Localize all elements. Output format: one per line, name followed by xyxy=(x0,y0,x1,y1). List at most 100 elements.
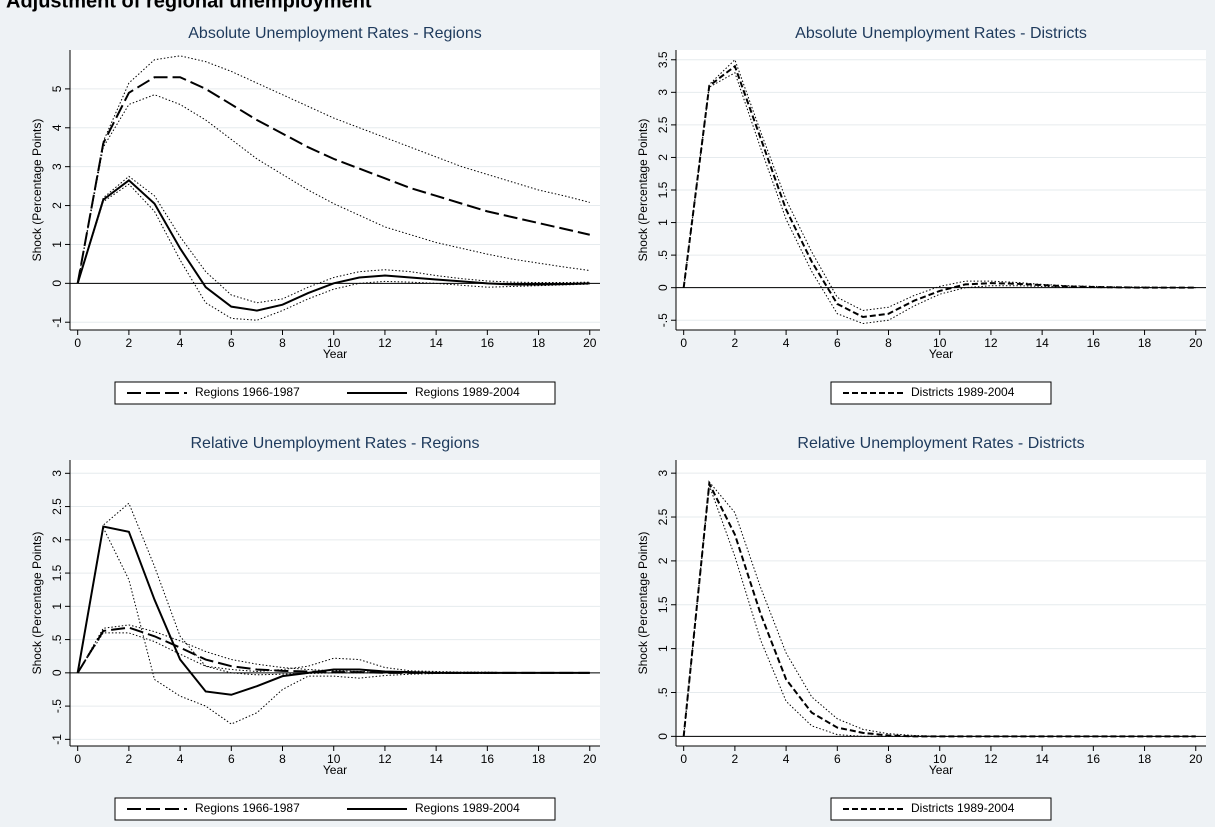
y-tick-label: 0 xyxy=(656,284,670,291)
y-tick-label: 2 xyxy=(656,557,670,564)
confidence-line xyxy=(77,94,590,284)
y-tick-label: 3.5 xyxy=(656,51,670,68)
x-tick-label: 0 xyxy=(680,752,687,766)
y-tick-label: 3 xyxy=(50,163,64,170)
x-tick-label: 12 xyxy=(378,336,392,350)
x-tick-label: 20 xyxy=(1189,336,1203,350)
plot-area xyxy=(70,460,600,746)
y-tick-label: 1.5 xyxy=(656,181,670,198)
x-tick-label: 6 xyxy=(834,752,841,766)
x-tick-label: 14 xyxy=(429,336,443,350)
x-tick-label: 20 xyxy=(1189,752,1203,766)
x-tick-label: 6 xyxy=(228,336,235,350)
x-tick-label: 4 xyxy=(783,336,790,350)
y-tick-label: 3 xyxy=(50,470,64,477)
y-tick-label: 2.5 xyxy=(50,498,64,515)
x-tick-label: 14 xyxy=(1035,752,1049,766)
y-tick-label: 1 xyxy=(656,219,670,226)
y-tick-label: .5 xyxy=(656,687,670,697)
y-axis-label: Shock (Percentage Points) xyxy=(30,532,44,675)
y-tick-label: .5 xyxy=(656,250,670,260)
x-tick-label: 18 xyxy=(1138,752,1152,766)
x-tick-label: 4 xyxy=(783,752,790,766)
y-tick-label: 0 xyxy=(50,669,64,676)
y-tick-label: 1.5 xyxy=(50,564,64,581)
x-tick-label: 14 xyxy=(429,752,443,766)
confidence-line xyxy=(77,632,590,676)
y-tick-label: 2.5 xyxy=(656,508,670,525)
chart-title: Absolute Unemployment Rates - Regions xyxy=(188,25,481,42)
x-tick-label: 20 xyxy=(583,752,597,766)
y-tick-label: 1 xyxy=(50,603,64,610)
x-tick-label: 8 xyxy=(885,336,892,350)
y-tick-label: -.5 xyxy=(50,699,64,713)
y-tick-label: 1 xyxy=(656,645,670,652)
x-tick-label: 14 xyxy=(1035,336,1049,350)
y-tick-label: -1 xyxy=(50,317,64,328)
x-tick-label: 16 xyxy=(1087,336,1101,350)
legend xyxy=(114,797,556,821)
x-tick-label: 16 xyxy=(481,336,495,350)
x-tick-label: 8 xyxy=(885,752,892,766)
y-tick-label: 2.5 xyxy=(656,116,670,133)
chart-title: Relative Unemployment Rates - Districts xyxy=(797,435,1084,452)
x-tick-label: 10 xyxy=(933,752,947,766)
legend xyxy=(830,381,1052,405)
x-tick-label: 12 xyxy=(984,336,998,350)
x-tick-label: 8 xyxy=(279,752,286,766)
series-line xyxy=(76,525,590,696)
chart-title: Absolute Unemployment Rates - Districts xyxy=(795,25,1087,42)
y-tick-label: 3 xyxy=(656,470,670,477)
series-line xyxy=(682,64,1196,319)
x-tick-label: 10 xyxy=(933,336,947,350)
y-tick-label: 3 xyxy=(656,89,670,96)
x-tick-label: 6 xyxy=(834,336,841,350)
legend-label: Regions 1966-1987 xyxy=(195,385,300,399)
y-axis-label: Shock (Percentage Points) xyxy=(636,119,650,262)
y-tick-label: 5 xyxy=(50,85,64,92)
legend-label: Regions 1989-2004 xyxy=(415,385,520,399)
x-tick-label: 16 xyxy=(1087,752,1101,766)
y-tick-label: -1 xyxy=(50,734,64,745)
x-tick-label: 12 xyxy=(984,752,998,766)
x-tick-label: 2 xyxy=(126,752,133,766)
series-line xyxy=(682,480,1196,738)
y-tick-label: 4 xyxy=(50,124,64,131)
y-axis-label: Shock (Percentage Points) xyxy=(636,532,650,675)
x-tick-label: 2 xyxy=(732,752,739,766)
x-tick-label: 0 xyxy=(74,336,81,350)
confidence-line xyxy=(683,72,1196,324)
x-tick-label: 18 xyxy=(532,336,546,350)
x-axis-label: Year xyxy=(323,763,347,777)
x-tick-label: 2 xyxy=(126,336,133,350)
y-tick-label: 1.5 xyxy=(656,596,670,613)
confidence-line xyxy=(77,183,590,321)
y-tick-label: -.5 xyxy=(656,313,670,327)
confidence-line xyxy=(77,175,590,304)
x-axis-label: Year xyxy=(929,347,953,361)
y-tick-label: 0 xyxy=(50,280,64,287)
legend xyxy=(830,797,1052,821)
y-tick-label: 2 xyxy=(50,536,64,543)
x-tick-label: 4 xyxy=(177,752,184,766)
confidence-line xyxy=(77,55,590,284)
y-tick-label: 0 xyxy=(656,733,670,740)
x-tick-label: 10 xyxy=(327,752,341,766)
y-tick-label: 2 xyxy=(656,154,670,161)
legend-label: Regions 1966-1987 xyxy=(195,801,300,815)
x-tick-label: 8 xyxy=(279,336,286,350)
y-tick-label: 1 xyxy=(50,241,64,248)
confidence-line xyxy=(77,502,590,674)
x-tick-label: 18 xyxy=(532,752,546,766)
y-tick-label: .5 xyxy=(50,634,64,644)
x-tick-label: 4 xyxy=(177,336,184,350)
x-tick-label: 6 xyxy=(228,752,235,766)
x-tick-label: 16 xyxy=(481,752,495,766)
x-tick-label: 0 xyxy=(74,752,81,766)
x-tick-label: 0 xyxy=(680,336,687,350)
plot-area xyxy=(676,460,1206,746)
legend-label: Regions 1989-2004 xyxy=(415,801,520,815)
x-tick-label: 18 xyxy=(1138,336,1152,350)
